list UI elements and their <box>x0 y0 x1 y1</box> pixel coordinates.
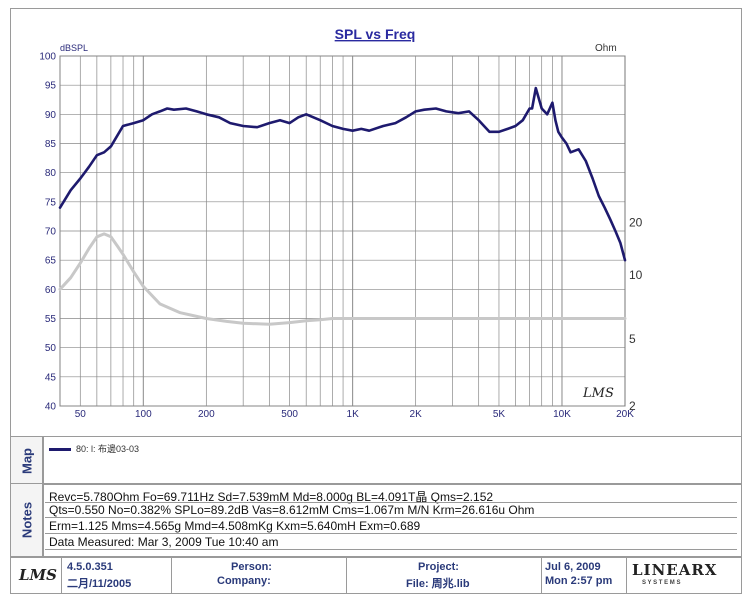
y-axis-left-label: dBSPL <box>60 43 88 53</box>
version-date: 二月/11/2005 <box>67 578 132 590</box>
notes-box: Revc=5.780Ohm Fo=69.711Hz Sd=7.539mM Md=… <box>42 483 742 557</box>
x-tick-label: 2K <box>410 409 423 420</box>
right-tick-label: 2 <box>629 399 636 413</box>
notes-line-1: Revc=5.780Ohm Fo=69.711Hz Sd=7.539mM Md=… <box>49 490 494 504</box>
spl-chart: SPL vs Freq dBSPL Ohm 40 45 50 55 60 65 70 75 80… <box>39 26 642 421</box>
chart-title: SPL vs Freq <box>335 26 416 42</box>
notes-rule <box>45 549 737 550</box>
y-tick-label: 50 <box>45 343 57 354</box>
y-tick-label: 45 <box>45 372 57 383</box>
y-tick-label: 95 <box>45 81 57 92</box>
y-axis-right-label: Ohm <box>595 43 617 54</box>
footer-date: Jul 6, 2009 <box>545 561 601 573</box>
x-tick-label: 10K <box>553 409 571 420</box>
legend-swatch <box>49 448 71 451</box>
x-tick-label: 100 <box>135 409 152 420</box>
version: 4.5.0.351 <box>67 561 113 573</box>
footer-version-cell: 4.5.0.351 二月/11/2005 <box>61 558 172 593</box>
series-lines <box>58 86 627 326</box>
right-tick-label: 5 <box>629 332 636 346</box>
y-tick-label: 40 <box>45 402 57 413</box>
notes-rule <box>45 502 737 503</box>
x-tick-label: 200 <box>198 409 215 420</box>
footer-date-cell: Jul 6, 2009 Mon 2:57 pm <box>541 558 627 593</box>
x-tick-label: 20K <box>616 409 634 420</box>
impedance-line <box>58 232 627 326</box>
y-tick-label: 75 <box>45 197 57 208</box>
lms-watermark: LMS <box>582 386 614 401</box>
y-tick-label: 55 <box>45 314 57 325</box>
notes-label: Notes <box>19 501 35 539</box>
y-tick-label: 60 <box>45 285 57 296</box>
legend-box: 80: l: 布邊03-03 <box>42 436 742 485</box>
map-side-panel: Map <box>10 436 44 485</box>
notes-line-2: Qts=0.550 No=0.382% SPLo=89.2dB Vas=8.61… <box>49 503 535 517</box>
footer-brand-cell: LINEARX S Y S T E M S <box>626 558 741 593</box>
legend-entry: 80: l: 布邊03-03 <box>76 444 140 454</box>
x-tick-label: 50 <box>75 409 87 420</box>
y-tick-label: 65 <box>45 256 57 267</box>
spl-line <box>58 86 627 262</box>
notes-line-3: Erm=1.125 Mms=4.565g Mmd=4.508mKg Kxm=5.… <box>49 519 421 533</box>
linearx-subtitle: S Y S T E M S <box>642 580 681 586</box>
y-tick-label: 100 <box>39 52 56 63</box>
notes-side-panel: Notes <box>10 483 44 557</box>
right-tick-label: 10 <box>629 268 643 282</box>
notes-line-4: Data Measured: Mar 3, 2009 Tue 10:40 am <box>49 535 279 549</box>
company-label: Company: <box>217 575 271 587</box>
footer-project-cell: Project: File: 周兆.lib <box>346 558 542 593</box>
footer-time: Mon 2:57 pm <box>545 575 613 587</box>
notes-rule <box>45 517 737 518</box>
footer-logo-cell: LMS <box>11 558 62 593</box>
x-tick-label: 5K <box>493 409 506 420</box>
footer-person-cell: Person: Company: <box>171 558 347 593</box>
grid <box>59 55 626 407</box>
map-label: Map <box>19 447 35 474</box>
y-tick-label: 80 <box>45 168 57 179</box>
y-tick-label: 85 <box>45 139 57 150</box>
lms-logo: LMS <box>19 566 57 584</box>
file-label: File: 周兆.lib <box>406 578 470 590</box>
linearx-logo: LINEARX <box>632 561 718 579</box>
tick-labels: 40 45 50 55 60 65 70 75 80 85 90 95 100 50 100 200 500 1K… <box>39 52 642 421</box>
right-tick-label: 20 <box>629 215 643 229</box>
person-label: Person: <box>231 561 272 573</box>
x-tick-label: 1K <box>347 409 360 420</box>
project-label: Project: <box>418 561 459 573</box>
y-tick-label: 90 <box>45 110 57 121</box>
notes-rule <box>45 533 737 534</box>
footer: LMS 4.5.0.351 二月/11/2005 Person: Company… <box>10 557 742 594</box>
x-tick-label: 500 <box>281 409 298 420</box>
y-tick-label: 70 <box>45 227 57 238</box>
